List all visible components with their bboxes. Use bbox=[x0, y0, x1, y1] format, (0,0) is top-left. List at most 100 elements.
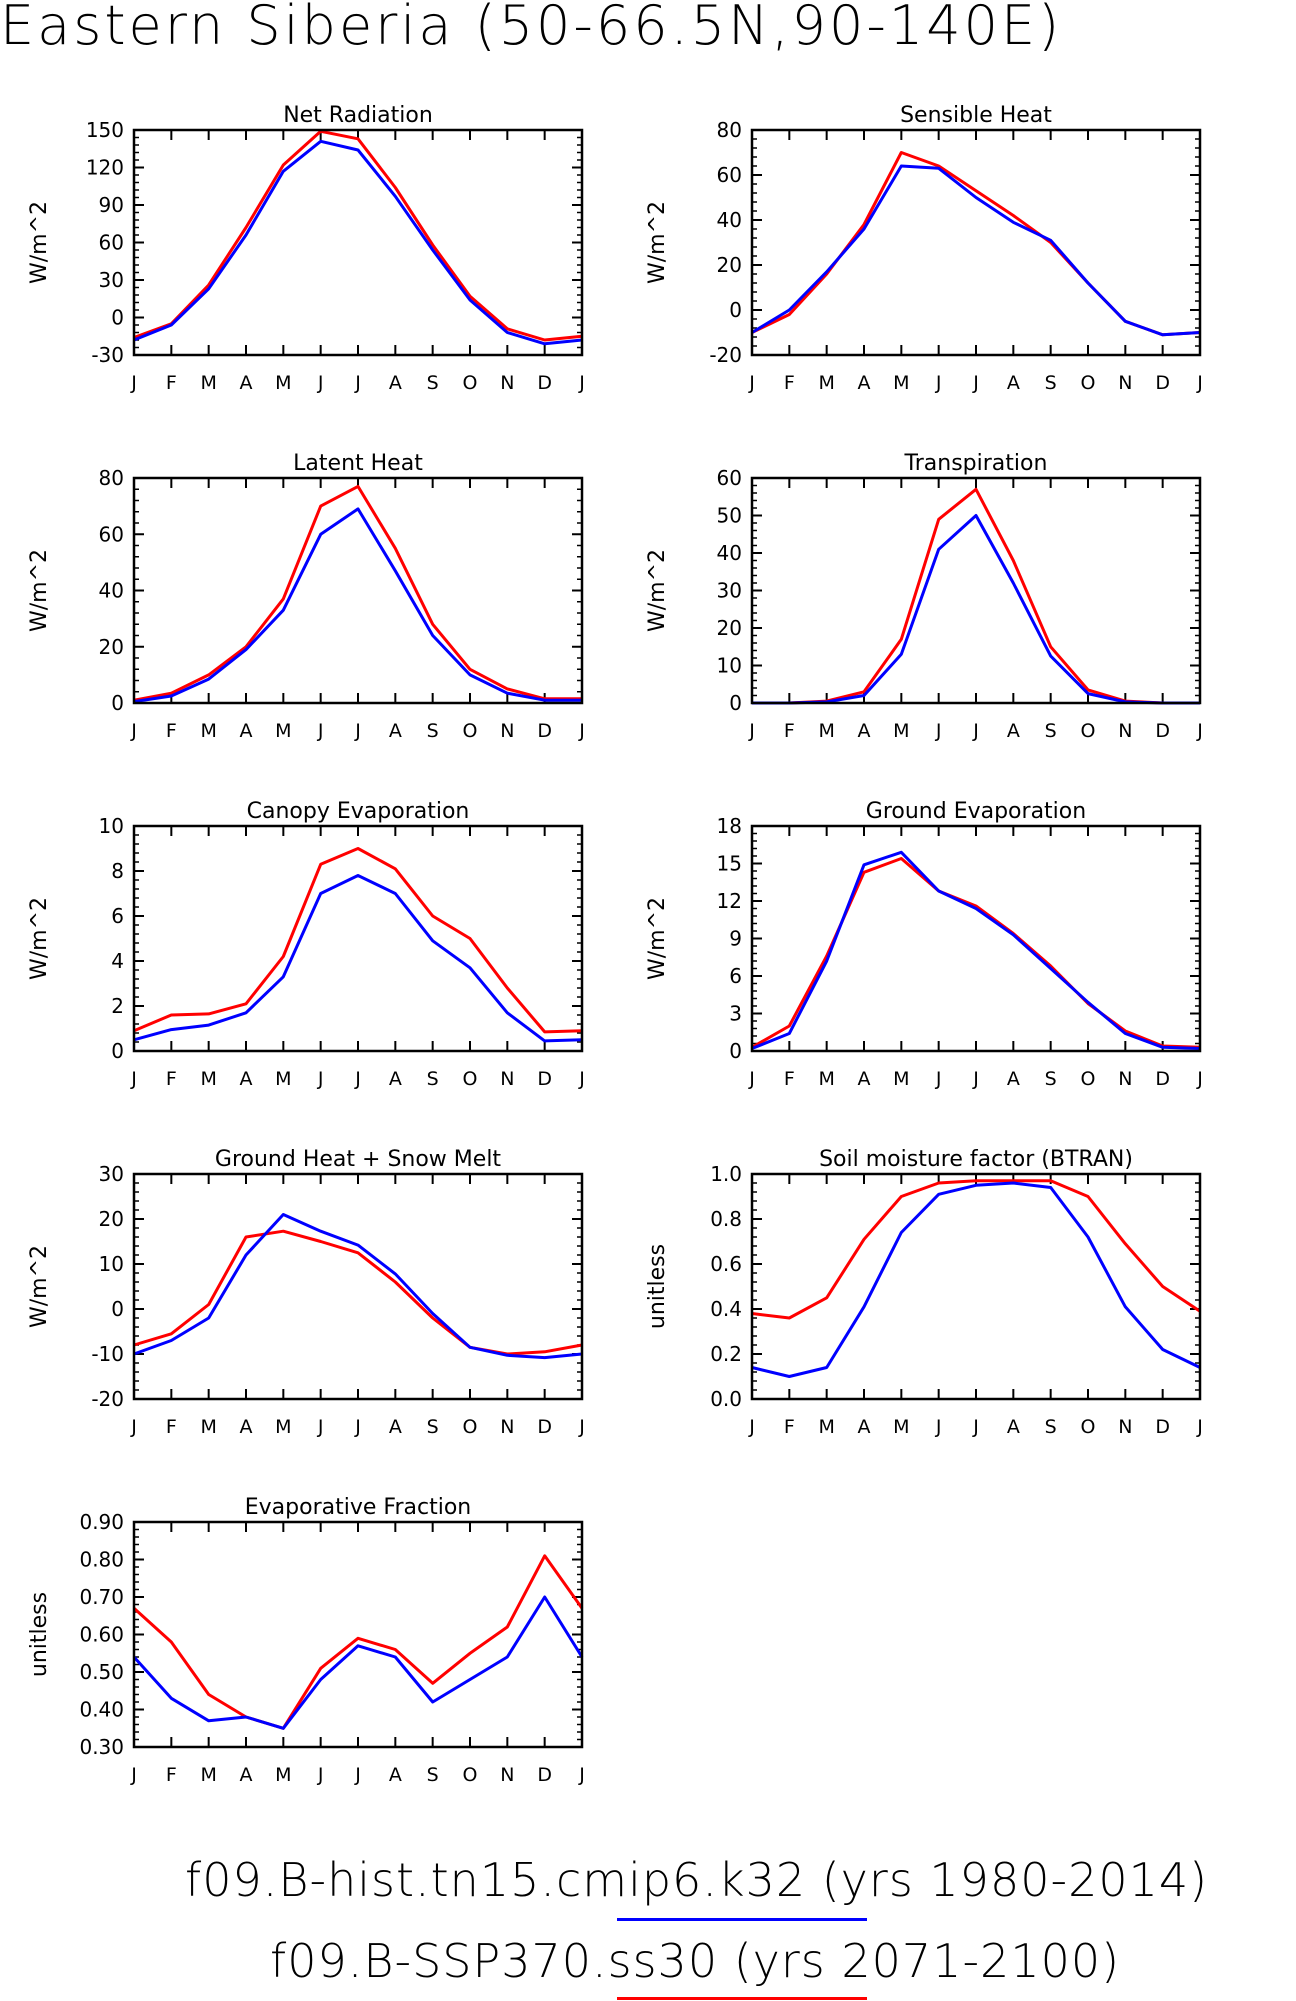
x-tick-label: D bbox=[1155, 1068, 1170, 1090]
x-tick-label: F bbox=[166, 1764, 177, 1786]
series-line-case2 bbox=[751, 857, 1201, 1049]
x-tick-label: F bbox=[166, 1416, 177, 1438]
x-tick-label: M bbox=[275, 720, 291, 742]
y-tick-label: 20 bbox=[99, 1207, 124, 1231]
x-tick-label: J bbox=[935, 1416, 942, 1438]
x-tick-label: J bbox=[935, 372, 942, 394]
panel-title: Transpiration bbox=[904, 451, 1048, 476]
series-line-case1 bbox=[133, 874, 583, 1043]
x-tick-label: F bbox=[784, 1416, 795, 1438]
x-tick-label: M bbox=[818, 720, 834, 742]
y-tick-label: 0.70 bbox=[79, 1585, 124, 1609]
x-tick-label: J bbox=[972, 1416, 979, 1438]
x-tick-label: A bbox=[1007, 1068, 1020, 1090]
x-tick-label: A bbox=[858, 1416, 871, 1438]
y-tick-label: 9 bbox=[729, 927, 742, 951]
x-tick-label: A bbox=[1007, 720, 1020, 742]
x-tick-label: J bbox=[748, 372, 755, 394]
y-tick-label: 90 bbox=[99, 193, 124, 217]
x-tick-label: J bbox=[972, 372, 979, 394]
x-tick-label: A bbox=[389, 1068, 402, 1090]
x-tick-label: J bbox=[1196, 1416, 1203, 1438]
y-tick-label: 10 bbox=[99, 1252, 124, 1276]
y-tick-label: 0 bbox=[729, 691, 742, 715]
x-tick-label: M bbox=[275, 372, 291, 394]
y-tick-label: 8 bbox=[111, 859, 124, 883]
y-tick-label: 0.80 bbox=[79, 1548, 124, 1572]
y-tick-label: 0 bbox=[111, 1297, 124, 1321]
x-tick-label: A bbox=[240, 720, 253, 742]
x-tick-label: N bbox=[1118, 372, 1132, 394]
x-tick-label: D bbox=[1155, 720, 1170, 742]
y-tick-label: 0 bbox=[729, 298, 742, 322]
x-tick-label: J bbox=[130, 720, 137, 742]
x-tick-label: N bbox=[1118, 720, 1132, 742]
panel-title: Sensible Heat bbox=[900, 103, 1052, 128]
x-tick-label: J bbox=[130, 372, 137, 394]
x-tick-label: F bbox=[166, 720, 177, 742]
legend-swatch-case1 bbox=[617, 1918, 867, 1921]
x-tick-label: J bbox=[317, 1068, 324, 1090]
x-tick-label: A bbox=[1007, 1416, 1020, 1438]
x-tick-label: N bbox=[500, 1764, 514, 1786]
y-tick-label: 2 bbox=[111, 994, 124, 1018]
y-tick-label: 60 bbox=[717, 466, 742, 490]
x-tick-label: A bbox=[389, 720, 402, 742]
y-tick-label: 0 bbox=[111, 1039, 124, 1063]
y-tick-label: -20 bbox=[709, 343, 742, 367]
x-tick-label: S bbox=[427, 720, 439, 742]
x-tick-label: O bbox=[1081, 720, 1096, 742]
x-tick-label: J bbox=[354, 720, 361, 742]
x-tick-label: M bbox=[200, 372, 216, 394]
y-tick-label: -20 bbox=[91, 1387, 124, 1411]
y-tick-label: 80 bbox=[99, 466, 124, 490]
x-tick-label: O bbox=[1081, 1068, 1096, 1090]
x-tick-label: J bbox=[317, 1416, 324, 1438]
x-tick-label: J bbox=[317, 720, 324, 742]
series-line-case2 bbox=[133, 484, 582, 702]
y-tick-label: 12 bbox=[717, 889, 742, 913]
legend-entry-case2: f09.B-SSP370.ss30 (yrs 2071-2100) bbox=[270, 1934, 1121, 1988]
x-tick-label: O bbox=[463, 1416, 478, 1438]
y-tick-label: 10 bbox=[99, 814, 124, 838]
y-tick-label: 0.50 bbox=[79, 1660, 124, 1684]
series-line-case1 bbox=[751, 850, 1201, 1050]
x-tick-label: F bbox=[784, 720, 795, 742]
y-axis-label: W/m^2 bbox=[27, 549, 52, 632]
x-tick-label: J bbox=[578, 1764, 585, 1786]
y-axis-label: W/m^2 bbox=[27, 897, 52, 980]
y-tick-label: 30 bbox=[717, 579, 742, 603]
x-tick-label: M bbox=[818, 372, 834, 394]
x-tick-label: J bbox=[578, 720, 585, 742]
series-line-case1 bbox=[133, 1213, 583, 1360]
x-tick-label: J bbox=[317, 1764, 324, 1786]
x-tick-label: M bbox=[893, 720, 909, 742]
x-tick-label: M bbox=[200, 1068, 216, 1090]
x-tick-label: A bbox=[1007, 372, 1020, 394]
y-tick-label: 10 bbox=[717, 654, 742, 678]
x-tick-label: J bbox=[748, 720, 755, 742]
x-tick-label: J bbox=[748, 1416, 755, 1438]
y-tick-label: 0.4 bbox=[710, 1297, 742, 1321]
y-tick-label: 80 bbox=[717, 118, 742, 142]
x-tick-label: S bbox=[427, 1068, 439, 1090]
y-tick-label: 0.60 bbox=[79, 1623, 124, 1647]
x-tick-label: A bbox=[858, 1068, 871, 1090]
x-tick-label: O bbox=[463, 1068, 478, 1090]
x-tick-label: M bbox=[818, 1416, 834, 1438]
x-tick-label: D bbox=[1155, 372, 1170, 394]
x-tick-label: D bbox=[537, 720, 552, 742]
x-tick-label: O bbox=[1081, 1416, 1096, 1438]
series-line-case1 bbox=[751, 164, 1201, 337]
x-tick-label: D bbox=[537, 1764, 552, 1786]
x-tick-label: N bbox=[500, 1416, 514, 1438]
panel-title: Ground Evaporation bbox=[866, 799, 1086, 824]
panel-title: Canopy Evaporation bbox=[247, 799, 470, 824]
plot-frame bbox=[750, 1172, 1202, 1401]
panel-title: Latent Heat bbox=[293, 451, 423, 476]
x-tick-label: S bbox=[1045, 1068, 1057, 1090]
y-tick-label: 40 bbox=[717, 208, 742, 232]
x-tick-label: M bbox=[893, 1416, 909, 1438]
